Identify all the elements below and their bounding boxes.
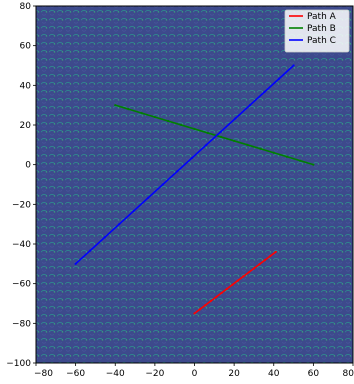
legend-box bbox=[284, 9, 350, 53]
series-point bbox=[277, 77, 281, 80]
series-point bbox=[274, 250, 277, 254]
series-point bbox=[219, 135, 223, 138]
y-tick-label: −80 bbox=[12, 319, 31, 329]
series-3 bbox=[74, 64, 295, 265]
plot-background bbox=[36, 6, 353, 363]
series-point bbox=[252, 267, 256, 270]
series-point bbox=[234, 117, 237, 120]
series-1 bbox=[193, 250, 277, 315]
x-tick-label: −40 bbox=[106, 369, 125, 379]
y-tick-label: 0 bbox=[25, 161, 31, 171]
x-tick-label: 0 bbox=[192, 369, 198, 379]
series-point bbox=[247, 271, 250, 274]
series-point bbox=[269, 254, 272, 258]
series-point bbox=[153, 115, 156, 119]
series-point bbox=[89, 249, 92, 252]
x-tick-label: 40 bbox=[268, 369, 280, 379]
series-point bbox=[258, 263, 261, 266]
y-tick-label: −60 bbox=[12, 280, 31, 290]
series-point bbox=[231, 283, 234, 286]
series-point bbox=[225, 287, 229, 290]
series-point bbox=[204, 304, 207, 307]
series-line bbox=[194, 251, 277, 315]
series-point bbox=[209, 300, 212, 303]
series-point bbox=[263, 259, 267, 262]
series-point bbox=[74, 262, 77, 265]
legend-item: Path A bbox=[289, 12, 337, 22]
x-tick-label: 60 bbox=[308, 369, 320, 379]
series-point bbox=[132, 209, 135, 213]
series-point bbox=[114, 104, 117, 107]
series-point bbox=[147, 196, 150, 199]
series-point bbox=[220, 291, 223, 295]
series-point bbox=[246, 143, 249, 146]
x-tick-label: −80 bbox=[34, 369, 53, 379]
series-point bbox=[292, 64, 295, 67]
series-2 bbox=[114, 104, 315, 166]
series-point bbox=[299, 159, 302, 162]
x-tick-label: −60 bbox=[66, 369, 85, 379]
plot-area bbox=[35, 5, 354, 364]
series-point bbox=[180, 123, 183, 127]
series-point bbox=[285, 155, 289, 158]
series-point bbox=[219, 130, 223, 133]
series-point bbox=[236, 279, 239, 282]
x-axis: −80 −60 −40 −20 0 20 40 60 80 bbox=[34, 363, 354, 379]
y-tick-label: 20 bbox=[20, 121, 32, 131]
series-point bbox=[248, 104, 252, 107]
legend: Path A Path B Path C bbox=[284, 9, 350, 53]
series-point bbox=[176, 170, 179, 173]
series-point bbox=[198, 308, 202, 311]
series-point bbox=[263, 90, 266, 94]
y-tick-label: −20 bbox=[12, 200, 31, 210]
series-point bbox=[190, 156, 193, 160]
series-point bbox=[161, 183, 164, 186]
series-point bbox=[215, 295, 218, 299]
series-point bbox=[242, 275, 245, 278]
series-point bbox=[166, 119, 170, 123]
y-tick-label: −100 bbox=[6, 359, 31, 369]
series-point bbox=[233, 139, 236, 142]
legend-label: Path A bbox=[307, 12, 337, 22]
series-point bbox=[272, 151, 275, 154]
legend-label: Path C bbox=[307, 36, 336, 46]
x-tick-label: −20 bbox=[145, 369, 164, 379]
y-tick-label: 40 bbox=[20, 81, 32, 91]
legend-label: Path B bbox=[307, 24, 336, 34]
legend-item: Path B bbox=[289, 24, 336, 34]
series-point bbox=[312, 163, 315, 166]
y-tick-label: 80 bbox=[20, 2, 32, 12]
series-line bbox=[75, 64, 295, 265]
series-point bbox=[193, 312, 196, 315]
series-point bbox=[205, 143, 208, 146]
series-point bbox=[193, 127, 196, 131]
y-tick-label: 60 bbox=[20, 42, 32, 52]
series-point bbox=[206, 131, 209, 135]
legend-item: Path C bbox=[289, 36, 336, 46]
x-tick-label: 20 bbox=[228, 369, 240, 379]
series-layer bbox=[74, 64, 315, 315]
series-point bbox=[259, 147, 262, 150]
series-point bbox=[103, 236, 106, 239]
series-line bbox=[115, 104, 314, 166]
y-tick-label: −40 bbox=[12, 240, 31, 250]
y-axis: −100 −80 −60 −40 −20 0 20 40 60 80 bbox=[6, 2, 36, 369]
series-point bbox=[140, 112, 143, 115]
x-tick-label: 80 bbox=[343, 369, 354, 379]
series-point bbox=[118, 223, 121, 226]
series-point bbox=[127, 108, 130, 111]
